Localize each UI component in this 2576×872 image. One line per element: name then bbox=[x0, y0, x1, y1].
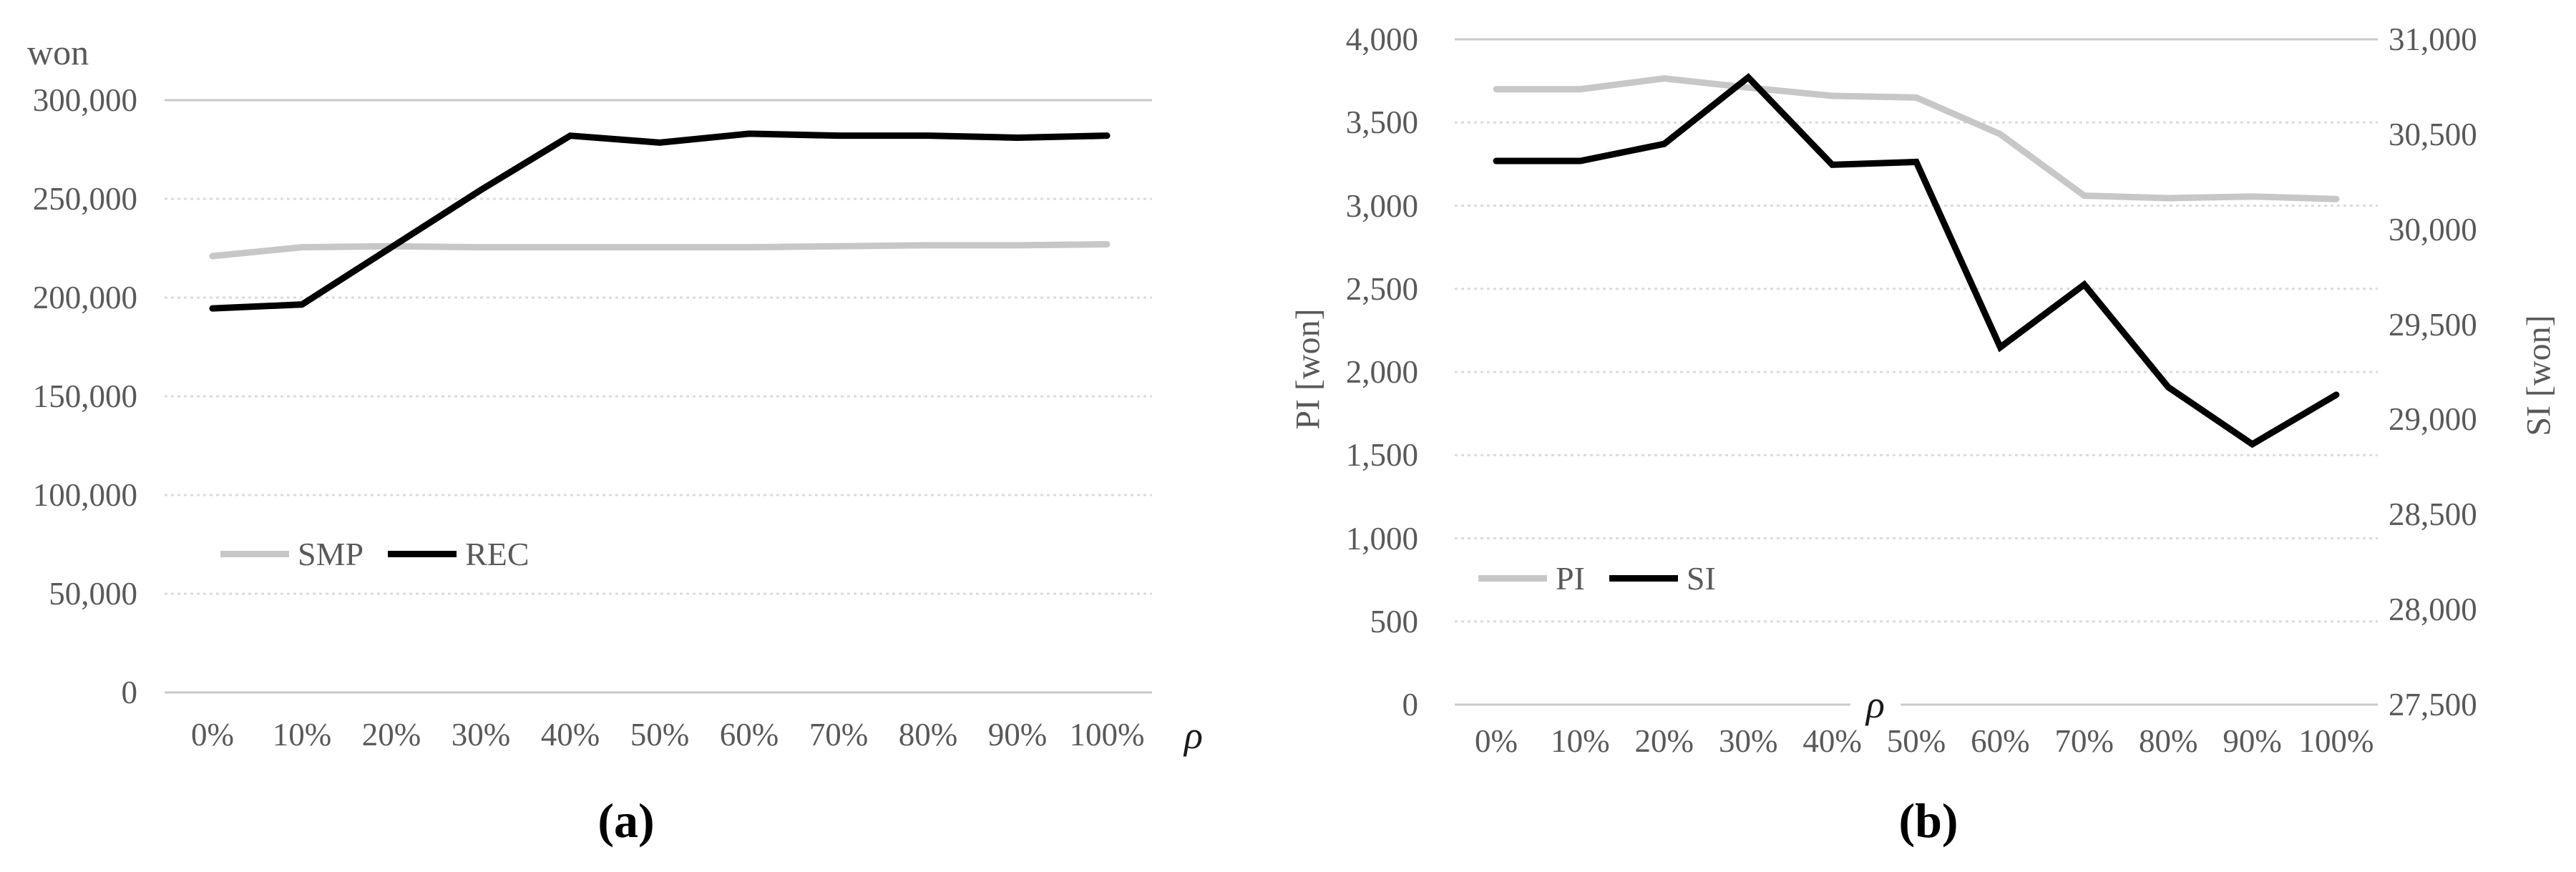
rec-line-sample-icon bbox=[388, 551, 457, 557]
chart-b-right-y-tick-label: 31,000 bbox=[2389, 21, 2477, 57]
chart-b-x-tick-label: 50% bbox=[1886, 723, 1946, 759]
chart-a-legend: SMP REC bbox=[220, 535, 530, 573]
series-line-si bbox=[1493, 73, 2340, 449]
chart-a-x-tick-label: 60% bbox=[719, 717, 779, 753]
chart-a-x-tick-label: 30% bbox=[451, 717, 511, 753]
chart-b-rho-label: ρ bbox=[1850, 682, 1901, 727]
chart-b-x-tick-label: 0% bbox=[1475, 723, 1518, 759]
chart-b-legend: PI SI bbox=[1478, 559, 1716, 597]
chart-b-x-tick-label: 40% bbox=[1802, 723, 1862, 759]
legend-label-rec: REC bbox=[465, 536, 530, 572]
chart-b-left-y-tick-label: 500 bbox=[1370, 603, 1419, 640]
si-line-sample-icon bbox=[1609, 575, 1678, 582]
chart-a-y-tick-label: 0 bbox=[121, 675, 138, 710]
chart-a-x-tick-label: 90% bbox=[987, 717, 1048, 753]
legend-label-si: SI bbox=[1686, 560, 1716, 597]
chart-b-x-tick-label: 90% bbox=[2223, 723, 2282, 759]
chart-b-x-tick-label: 10% bbox=[1551, 723, 1610, 759]
chart-a-x-tick-label: 40% bbox=[540, 717, 600, 753]
chart-a-x-tick-label: 100% bbox=[1069, 717, 1145, 753]
series-line-smp bbox=[209, 240, 1111, 260]
chart-b-left-y-tick-label: 4,000 bbox=[1345, 21, 1418, 57]
legend-label-pi: PI bbox=[1556, 560, 1585, 597]
chart-a-y-tick-label: 300,000 bbox=[32, 82, 137, 118]
chart-a-rho-label: ρ bbox=[1184, 714, 1203, 757]
legend-item-si: SI bbox=[1609, 559, 1716, 597]
chart-a-x-tick-label: 20% bbox=[361, 717, 421, 753]
chart-b-left-y-tick-label: 1,000 bbox=[1345, 520, 1418, 557]
legend-item-rec: REC bbox=[388, 535, 530, 573]
chart-a-x-tick-label: 0% bbox=[191, 717, 234, 753]
smp-line-sample-icon bbox=[220, 551, 289, 557]
chart-a-x-tick-label: 50% bbox=[630, 717, 690, 753]
chart-a-caption: (a) bbox=[597, 793, 655, 848]
chart-b-left-y-tick-label: 3,500 bbox=[1345, 104, 1418, 141]
chart-a-y-tick-label: 50,000 bbox=[49, 576, 137, 612]
chart-b-left-y-tick-label: 2,500 bbox=[1345, 270, 1418, 307]
chart-a-x-tick-label: 80% bbox=[898, 717, 958, 753]
chart-b-left-y-tick-label: 2,000 bbox=[1345, 354, 1418, 390]
chart-b-x-tick-label: 60% bbox=[1971, 723, 2030, 759]
chart-a-y-tick-label: 250,000 bbox=[32, 181, 137, 217]
chart-b-right-y-tick-label: 29,000 bbox=[2389, 401, 2477, 438]
chart-b-left-y-tick-label: 3,000 bbox=[1345, 187, 1418, 224]
chart-a-unit-label: won bbox=[27, 32, 89, 72]
chart-b-x-tick-label: 20% bbox=[1634, 723, 1694, 759]
chart-a-y-tick-label: 200,000 bbox=[32, 280, 137, 315]
chart-a-x-tick-label: 70% bbox=[809, 717, 869, 753]
pi-line-sample-icon bbox=[1478, 575, 1547, 582]
legend-label-smp: SMP bbox=[298, 536, 364, 572]
series-line-rec bbox=[209, 130, 1111, 312]
chart-b-right-y-tick-label: 30,500 bbox=[2389, 116, 2477, 152]
legend-item-smp: SMP bbox=[220, 535, 364, 573]
chart-a-y-tick-label: 150,000 bbox=[32, 378, 137, 414]
chart-b-right-y-tick-label: 29,500 bbox=[2389, 306, 2477, 343]
chart-b-right-y-tick-label: 30,000 bbox=[2389, 211, 2477, 248]
chart-a-y-tick-label: 100,000 bbox=[32, 477, 137, 513]
chart-a-x-tick-label: 10% bbox=[272, 717, 332, 753]
chart-b-x-tick-label: 100% bbox=[2298, 723, 2374, 759]
chart-b-right-y-tick-label: 28,000 bbox=[2389, 592, 2477, 628]
legend-item-pi: PI bbox=[1478, 559, 1585, 597]
chart-b-left-y-tick-label: 0 bbox=[1402, 687, 1419, 722]
chart-b-right-y-tick-label: 28,500 bbox=[2389, 496, 2477, 533]
series-line-pi bbox=[1493, 75, 2340, 202]
chart-b-x-tick-label: 30% bbox=[1718, 723, 1778, 759]
chart-b-x-tick-label: 80% bbox=[2138, 723, 2198, 759]
chart-b-right-y-tick-label: 27,500 bbox=[2389, 687, 2477, 722]
chart-b-x-tick-label: 70% bbox=[2054, 723, 2114, 759]
chart-b-left-y-tick-label: 1,500 bbox=[1345, 437, 1418, 474]
chart-b-caption: (b) bbox=[1898, 793, 1958, 848]
